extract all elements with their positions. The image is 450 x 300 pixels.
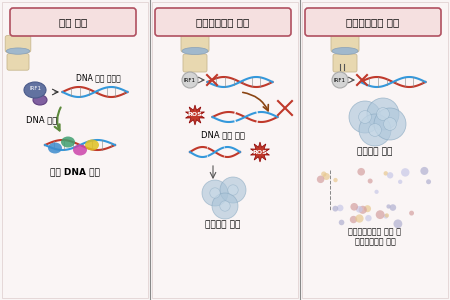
Text: IRF1: IRF1: [184, 77, 196, 83]
FancyBboxPatch shape: [7, 54, 29, 70]
Text: DNA 복구 유전자: DNA 복구 유전자: [76, 73, 121, 82]
Circle shape: [332, 72, 348, 88]
FancyBboxPatch shape: [305, 8, 441, 36]
Circle shape: [220, 177, 246, 203]
Circle shape: [356, 206, 363, 213]
Circle shape: [228, 185, 238, 195]
Polygon shape: [185, 105, 204, 125]
FancyBboxPatch shape: [302, 2, 448, 298]
Circle shape: [367, 98, 399, 130]
FancyBboxPatch shape: [2, 2, 148, 298]
Circle shape: [398, 180, 402, 184]
FancyBboxPatch shape: [183, 54, 207, 72]
Text: ROS: ROS: [252, 149, 267, 154]
Text: IRF1: IRF1: [29, 86, 41, 92]
Circle shape: [359, 111, 371, 123]
FancyBboxPatch shape: [152, 2, 298, 298]
Polygon shape: [251, 142, 270, 162]
Circle shape: [368, 178, 373, 184]
Circle shape: [212, 193, 238, 219]
Text: DNA 복구: DNA 복구: [27, 116, 58, 124]
Circle shape: [359, 114, 391, 146]
Circle shape: [376, 210, 385, 219]
Text: 정상 DNA 유지: 정상 DNA 유지: [50, 167, 100, 176]
Text: 정상 연골: 정상 연골: [59, 17, 87, 27]
Circle shape: [323, 173, 330, 180]
Ellipse shape: [33, 95, 47, 105]
Circle shape: [202, 180, 228, 206]
Text: DNA 손상 축적: DNA 손상 축적: [201, 130, 245, 140]
Circle shape: [350, 216, 357, 223]
Circle shape: [385, 213, 389, 218]
FancyBboxPatch shape: [10, 8, 136, 36]
Circle shape: [321, 171, 326, 177]
Circle shape: [393, 219, 402, 228]
Ellipse shape: [85, 140, 99, 151]
Circle shape: [383, 118, 396, 130]
Circle shape: [357, 168, 365, 176]
FancyBboxPatch shape: [331, 34, 359, 52]
Circle shape: [333, 206, 338, 211]
Circle shape: [374, 108, 406, 140]
Circle shape: [369, 124, 382, 136]
Text: IRF1: IRF1: [334, 77, 346, 83]
Circle shape: [374, 190, 379, 194]
Ellipse shape: [48, 142, 62, 154]
Circle shape: [333, 178, 338, 182]
Circle shape: [355, 214, 364, 223]
Circle shape: [337, 205, 343, 211]
Circle shape: [420, 167, 428, 175]
Ellipse shape: [182, 47, 208, 55]
Circle shape: [401, 168, 410, 177]
Circle shape: [364, 205, 371, 212]
Text: 세포노화 축적: 세포노화 축적: [357, 148, 393, 157]
Circle shape: [383, 214, 388, 219]
FancyBboxPatch shape: [155, 8, 291, 36]
Text: ROS: ROS: [188, 112, 203, 118]
Text: 퇴행성관절염 연골: 퇴행성관절염 연골: [196, 17, 250, 27]
Circle shape: [351, 203, 358, 211]
Circle shape: [220, 201, 230, 211]
Text: 세포노화분비형 분비 및
퇴행성관절염 악화: 세포노화분비형 분비 및 퇴행성관절염 악화: [348, 227, 401, 247]
FancyBboxPatch shape: [5, 36, 31, 52]
Circle shape: [383, 171, 388, 176]
FancyBboxPatch shape: [181, 34, 209, 52]
Text: 퇴행성관절염 연골: 퇴행성관절염 연골: [346, 17, 400, 27]
Circle shape: [365, 215, 372, 221]
Ellipse shape: [61, 136, 75, 148]
Ellipse shape: [6, 48, 30, 54]
Circle shape: [426, 179, 431, 184]
Ellipse shape: [73, 145, 87, 155]
Ellipse shape: [332, 47, 358, 55]
Circle shape: [359, 206, 367, 214]
Circle shape: [339, 220, 344, 225]
Circle shape: [387, 204, 391, 208]
Circle shape: [387, 172, 393, 178]
FancyBboxPatch shape: [333, 54, 357, 72]
Circle shape: [210, 188, 220, 198]
Circle shape: [317, 176, 324, 183]
Circle shape: [349, 101, 381, 133]
Circle shape: [377, 108, 389, 120]
Circle shape: [390, 204, 396, 211]
Text: 세포노화 촉진: 세포노화 촉진: [205, 220, 241, 230]
Ellipse shape: [24, 82, 46, 98]
Circle shape: [182, 72, 198, 88]
Circle shape: [409, 211, 414, 216]
